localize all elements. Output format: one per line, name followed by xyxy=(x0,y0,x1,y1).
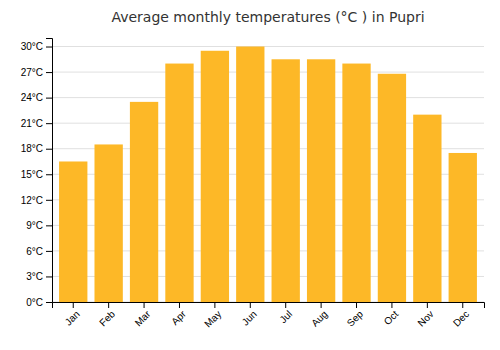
x-tick-label: Jul xyxy=(277,308,294,325)
x-tick-label: May xyxy=(202,308,223,329)
bar xyxy=(201,51,229,302)
x-tick: Aug xyxy=(309,302,329,329)
y-tick-label: 0°C xyxy=(26,297,43,308)
y-tick: 18°C xyxy=(21,143,52,154)
x-tick: Jan xyxy=(63,302,82,328)
y-tick-mark xyxy=(46,47,52,48)
y-tick: 24°C xyxy=(21,92,52,103)
y-tick-mark xyxy=(46,200,52,201)
plot-area: 0°C 3°C 6°C 9°C 12°C 15°C 18°C 21°C 24°C 27°C 30°C… xyxy=(21,39,485,330)
x-tick-mark xyxy=(214,302,215,308)
grid xyxy=(52,47,484,302)
y-tick-label: 24°C xyxy=(21,92,43,103)
y-tick-label: 15°C xyxy=(21,169,43,180)
x-tick: Mar xyxy=(133,302,153,328)
y-tick: 27°C xyxy=(21,67,52,78)
y-tick-mark xyxy=(46,174,52,175)
x-tick-label: Feb xyxy=(97,308,117,328)
bar xyxy=(94,144,122,302)
x-tick: Sep xyxy=(345,302,366,329)
x-tick-mark xyxy=(108,302,109,308)
bar xyxy=(165,64,193,302)
x-tick-mark xyxy=(427,302,428,308)
x-tick: Jul xyxy=(277,302,294,325)
y-tick-label: 30°C xyxy=(21,41,43,52)
y-tick: 21°C xyxy=(21,118,52,129)
x-tick-label: Mar xyxy=(133,308,153,328)
y-tick-mark xyxy=(46,251,52,252)
x-tick-mark xyxy=(321,302,322,308)
x-tick: Dec xyxy=(451,302,471,329)
bar xyxy=(449,153,477,302)
bar xyxy=(59,161,87,302)
x-tick-mark xyxy=(250,302,251,308)
bar xyxy=(236,47,264,302)
y-tick-mark xyxy=(46,149,52,150)
x-tick-mark xyxy=(144,302,145,308)
bar xyxy=(378,74,406,302)
bar xyxy=(130,102,158,302)
x-tick-label: Sep xyxy=(345,308,366,329)
y-tick: 15°C xyxy=(21,169,52,180)
x-tick: Nov xyxy=(415,302,435,329)
x-tick-label: Jun xyxy=(240,308,259,327)
y-tick-mark xyxy=(46,302,52,303)
x-tick-mark xyxy=(462,302,463,308)
grid-line xyxy=(52,72,484,73)
x-tick: Jun xyxy=(240,302,259,328)
y-tick: 3°C xyxy=(26,271,52,282)
x-tick: May xyxy=(202,302,223,330)
y-axis: 0°C 3°C 6°C 9°C 12°C 15°C 18°C 21°C 24°C 27°C 30°C xyxy=(21,39,53,308)
y-axis-line xyxy=(46,39,53,303)
bars xyxy=(59,47,477,302)
x-axis-line xyxy=(53,303,485,309)
x-tick-label: Oct xyxy=(382,308,401,327)
x-tick: Feb xyxy=(97,302,117,328)
chart: 0°C 3°C 6°C 9°C 12°C 15°C 18°C 21°C 24°C 27°C 30°C… xyxy=(0,0,500,350)
bar xyxy=(307,59,335,302)
y-tick: 30°C xyxy=(21,41,52,52)
x-tick: Oct xyxy=(382,302,401,327)
x-tick-label: Aug xyxy=(309,308,329,328)
y-tick: 0°C xyxy=(26,297,52,308)
bar xyxy=(272,59,300,302)
y-tick-label: 6°C xyxy=(26,246,43,257)
x-tick-label: Apr xyxy=(169,308,188,327)
y-tick: 6°C xyxy=(26,246,52,257)
title: Average monthly temperatures (°C ) in Pu… xyxy=(111,9,424,25)
y-tick-mark xyxy=(46,98,52,99)
grid-line xyxy=(52,46,484,47)
x-tick-mark xyxy=(179,302,180,308)
x-tick-mark xyxy=(391,302,392,308)
y-tick-label: 12°C xyxy=(21,195,43,206)
x-tick-mark xyxy=(73,302,74,308)
bar xyxy=(413,115,441,302)
x-tick-label: Dec xyxy=(451,308,471,328)
x-axis: Jan Feb Mar Apr May Jun Jul Aug Sep Oct Nov Dec xyxy=(53,302,485,330)
y-tick: 9°C xyxy=(26,220,52,231)
y-tick-label: 9°C xyxy=(26,220,43,231)
y-tick-label: 27°C xyxy=(21,67,43,78)
y-tick-mark xyxy=(46,72,52,73)
y-tick-mark xyxy=(46,225,52,226)
bar xyxy=(342,64,370,302)
y-tick-label: 18°C xyxy=(21,143,43,154)
y-tick-mark xyxy=(46,123,52,124)
x-tick-label: Nov xyxy=(415,308,435,328)
y-tick-label: 3°C xyxy=(26,271,43,282)
y-tick-mark xyxy=(46,276,52,277)
y-tick-label: 21°C xyxy=(21,118,43,129)
x-tick-label: Jan xyxy=(63,308,82,327)
x-tick: Apr xyxy=(169,302,188,327)
x-tick-mark xyxy=(285,302,286,308)
grid-line xyxy=(52,97,484,98)
y-tick: 12°C xyxy=(21,195,52,206)
x-tick-mark xyxy=(356,302,357,308)
